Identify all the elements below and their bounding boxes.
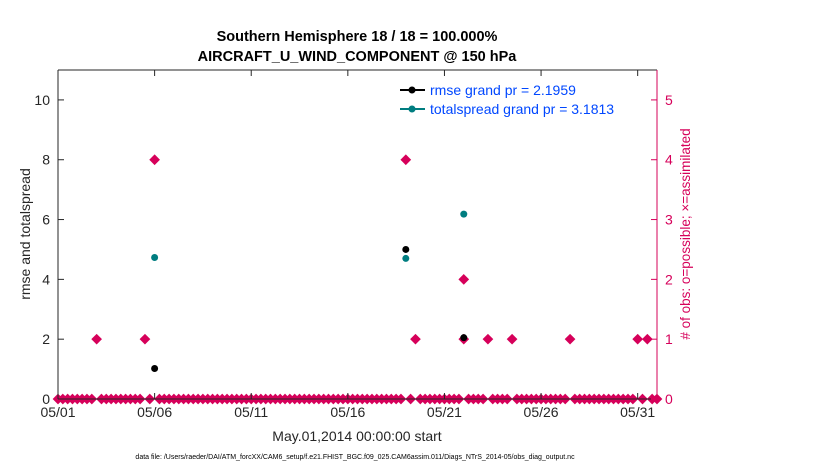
y-tick-right-label: 3 — [665, 212, 673, 228]
x-axis-label: May.01,2014 00:00:00 start — [272, 428, 442, 444]
obs-count-marker — [139, 333, 151, 345]
totalspread-marker — [460, 210, 468, 218]
y-tick-right-label: 5 — [665, 92, 673, 108]
rmse-marker — [460, 334, 468, 342]
chart-title: Southern Hemisphere 18 / 18 = 100.000% — [217, 29, 498, 45]
rmse-marker — [402, 245, 410, 253]
x-tick-label: 05/26 — [524, 404, 559, 420]
obs-count-marker — [410, 333, 421, 345]
legend-spread-label: totalspread grand pr = 3.1813 — [430, 101, 614, 117]
y-tick-right-label: 1 — [665, 331, 673, 347]
obs-count-marker — [400, 154, 412, 166]
y-tick-right-label: 4 — [665, 152, 673, 168]
obs-count-marker — [458, 274, 470, 285]
y-tick-left-label: 8 — [42, 152, 50, 168]
obs-count-marker — [632, 333, 644, 345]
obs-count-marker — [506, 333, 518, 345]
legend-rmse-label: rmse grand pr = 2.1959 — [430, 82, 576, 98]
totalspread-marker — [402, 254, 410, 262]
x-tick-label: 05/01 — [40, 404, 75, 420]
y-tick-left-label: 0 — [42, 391, 50, 407]
y-tick-right-label: 0 — [665, 391, 673, 407]
footer-data-file: data file: /Users/raeder/DAI/ATM_forcXX/… — [135, 454, 575, 461]
y-axis-right-label: # of obs: o=possible; ×=assimilated — [678, 128, 693, 339]
axes-group: 05/01 05/06 05/11 05/16 05/21 05/26 05/31 0 2 4 6 8… — [34, 69, 673, 420]
y-axis-left-label: rmse and totalspread — [17, 168, 33, 300]
obs-count-marker — [91, 333, 102, 345]
rmse-spread-marks — [151, 210, 468, 372]
y-tick-left-label: 10 — [34, 92, 50, 108]
legend-rmse-marker — [408, 86, 416, 94]
obs-count-marker — [564, 333, 576, 345]
rmse-marker — [151, 364, 159, 372]
y-tick-left-label: 6 — [42, 212, 50, 228]
obs-count-marker — [149, 154, 160, 166]
x-tick-label: 05/16 — [330, 404, 365, 420]
y-tick-left-label: 4 — [42, 271, 50, 287]
y-tick-left-label: 2 — [42, 331, 50, 347]
x-tick-label: 05/21 — [427, 404, 462, 420]
x-tick-label: 05/06 — [137, 404, 172, 420]
obs-count-marker — [482, 333, 494, 345]
chart-subtitle: AIRCRAFT_U_WIND_COMPONENT @ 150 hPa — [198, 49, 518, 65]
plot-area — [58, 70, 657, 399]
x-tick-label: 05/11 — [234, 404, 268, 420]
legend-spread-marker — [408, 105, 416, 113]
y-tick-right-label: 2 — [665, 271, 673, 287]
legend: rmse grand pr = 2.1959 totalspread grand… — [400, 82, 614, 117]
x-tick-label: 05/31 — [620, 404, 655, 420]
obs-count-marker — [641, 333, 653, 345]
totalspread-marker — [151, 254, 159, 262]
